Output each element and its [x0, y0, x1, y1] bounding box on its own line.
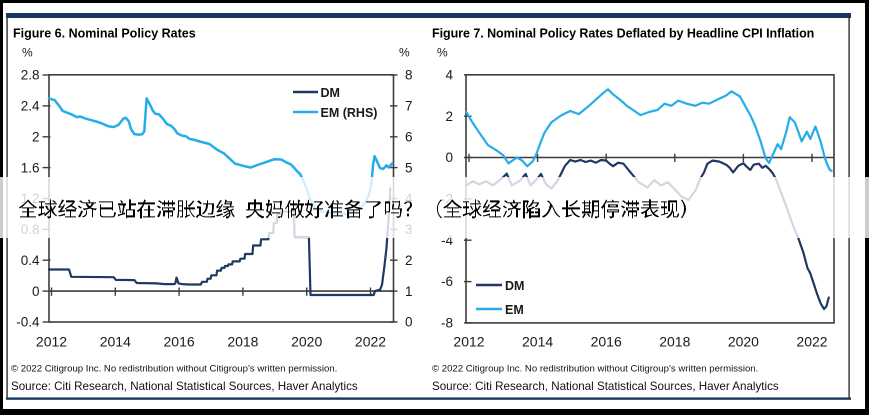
- svg-text:2016: 2016: [164, 334, 195, 350]
- svg-text:2.8: 2.8: [21, 68, 40, 83]
- svg-text:DM: DM: [505, 279, 524, 293]
- svg-text:Source: Citi Research, Nationa: Source: Citi Research, National Statisti…: [11, 380, 358, 393]
- svg-text:2022: 2022: [355, 334, 386, 350]
- svg-text:© 2022 Citigroup Inc. No redis: © 2022 Citigroup Inc. No redistribution …: [432, 364, 758, 375]
- svg-text:2020: 2020: [291, 334, 322, 350]
- svg-text:5: 5: [405, 160, 413, 175]
- svg-text:1: 1: [405, 284, 413, 299]
- svg-text:0: 0: [405, 315, 413, 330]
- svg-text:7: 7: [405, 99, 413, 114]
- svg-text:%: %: [399, 46, 410, 60]
- svg-text:-6: -6: [441, 274, 453, 289]
- svg-text:0: 0: [445, 150, 453, 165]
- svg-text:2018: 2018: [659, 334, 690, 350]
- svg-text:6: 6: [405, 129, 413, 144]
- svg-text:Figure 7. Nominal Policy Rates: Figure 7. Nominal Policy Rates Deflated …: [432, 27, 814, 41]
- svg-text:EM (RHS): EM (RHS): [321, 106, 378, 120]
- svg-text:2: 2: [405, 253, 413, 268]
- svg-text:2012: 2012: [453, 334, 484, 350]
- svg-text:2014: 2014: [100, 334, 131, 350]
- svg-text:Source: Citi Research, Nationa: Source: Citi Research, National Statisti…: [432, 380, 779, 393]
- svg-text:%: %: [22, 46, 33, 60]
- svg-text:8: 8: [405, 68, 413, 83]
- svg-text:2020: 2020: [728, 334, 759, 350]
- svg-text:-0.4: -0.4: [16, 315, 40, 330]
- svg-text:© 2022 Citigroup Inc. No redis: © 2022 Citigroup Inc. No redistribution …: [11, 364, 337, 375]
- svg-text:%: %: [437, 46, 448, 60]
- svg-text:1.6: 1.6: [21, 160, 40, 175]
- svg-text:2016: 2016: [591, 334, 622, 350]
- svg-text:2.4: 2.4: [21, 99, 40, 114]
- svg-text:DM: DM: [321, 86, 340, 100]
- svg-text:0.4: 0.4: [21, 253, 40, 268]
- svg-text:2022: 2022: [796, 334, 827, 350]
- svg-text:2014: 2014: [522, 334, 553, 350]
- svg-text:EM: EM: [505, 303, 524, 317]
- svg-text:2: 2: [32, 129, 40, 144]
- svg-text:Figure 6. Nominal Policy Rates: Figure 6. Nominal Policy Rates: [13, 27, 196, 41]
- svg-text:4: 4: [445, 68, 453, 83]
- svg-text:0: 0: [32, 284, 40, 299]
- svg-text:2018: 2018: [227, 334, 258, 350]
- svg-text:2: 2: [445, 109, 453, 124]
- svg-text:-8: -8: [441, 316, 453, 331]
- svg-text:2012: 2012: [36, 334, 67, 350]
